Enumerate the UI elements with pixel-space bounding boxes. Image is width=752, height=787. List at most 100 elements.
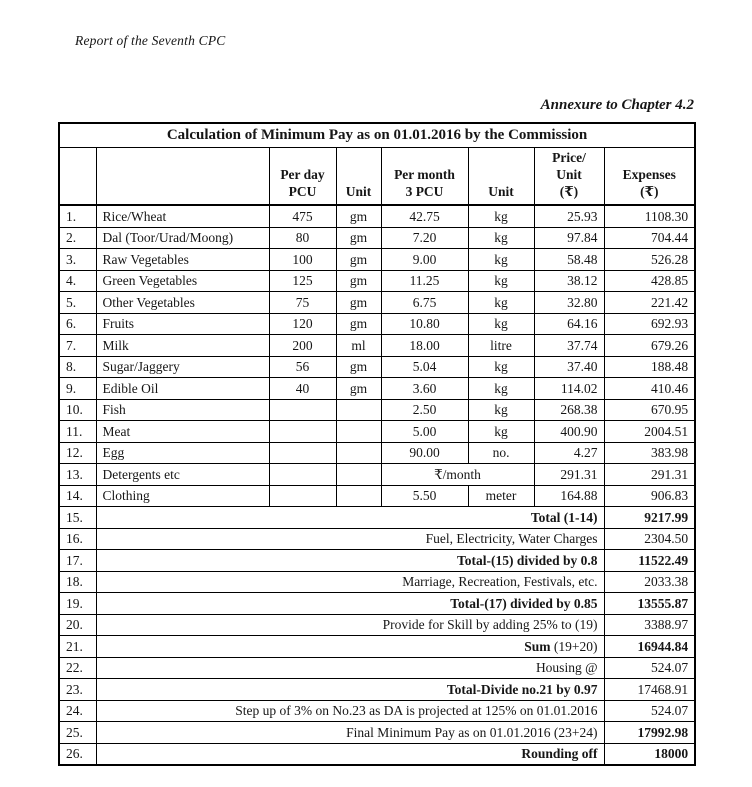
- serial-cell: 26.: [58, 742, 97, 766]
- per-month-cell: 10.80: [380, 312, 469, 335]
- summary-label-cell: Step up of 3% on No.23 as DA is projecte…: [95, 699, 605, 722]
- serial-cell: 18.: [58, 570, 97, 593]
- header-serial: [58, 147, 97, 206]
- table-row: 21. Sum (19+20) 16944.84: [58, 635, 696, 658]
- per-day-cell: [268, 420, 337, 443]
- expenses-cell: 526.28: [603, 248, 696, 271]
- price-cell: 400.90: [533, 420, 605, 443]
- summary-value-cell: 524.07: [603, 656, 696, 679]
- expenses-cell: 410.46: [603, 377, 696, 400]
- item-cell: Raw Vegetables: [95, 248, 270, 271]
- per-day-cell: 100: [268, 248, 337, 271]
- serial-cell: 6.: [58, 312, 97, 335]
- unit-cell: meter: [467, 484, 535, 507]
- item-cell: Clothing: [95, 484, 270, 507]
- serial-cell: 24.: [58, 699, 97, 722]
- serial-cell: 2.: [58, 226, 97, 249]
- price-cell: 291.31: [533, 463, 605, 486]
- price-cell: 37.40: [533, 355, 605, 378]
- expenses-cell: 704.44: [603, 226, 696, 249]
- unit-cell: gm: [335, 204, 382, 228]
- per-day-cell: 80: [268, 226, 337, 249]
- header-price-per-unit: Price/ Unit (₹): [533, 147, 605, 206]
- table-row: 2. Dal (Toor/Urad/Moong) 80 gm 7.20 kg 9…: [58, 226, 696, 249]
- per-day-cell: 40: [268, 377, 337, 400]
- unit-cell: kg: [467, 398, 535, 421]
- expenses-cell: 188.48: [603, 355, 696, 378]
- unit-cell: ml: [335, 334, 382, 357]
- table-row: 22. Housing @ 524.07: [58, 656, 696, 679]
- table-row: 6. Fruits 120 gm 10.80 kg 64.16 692.93: [58, 312, 696, 335]
- unit-cell: gm: [335, 355, 382, 378]
- per-day-cell: 120: [268, 312, 337, 335]
- summary-value-cell: 2304.50: [603, 527, 696, 550]
- price-cell: 64.16: [533, 312, 605, 335]
- price-cell: 114.02: [533, 377, 605, 400]
- table-header-row: Per day PCU Unit Per month 3 PCU Unit Pr…: [58, 147, 696, 206]
- serial-cell: 22.: [58, 656, 97, 679]
- price-cell: 58.48: [533, 248, 605, 271]
- unit-cell: gm: [335, 248, 382, 271]
- per-month-cell: 6.75: [380, 291, 469, 314]
- per-month-cell: 5.04: [380, 355, 469, 378]
- serial-cell: 1.: [58, 204, 97, 228]
- per-day-cell: 125: [268, 269, 337, 292]
- item-cell: Edible Oil: [95, 377, 270, 400]
- serial-cell: 15.: [58, 506, 97, 529]
- item-cell: Fruits: [95, 312, 270, 335]
- expenses-cell: 221.42: [603, 291, 696, 314]
- per-day-cell: 200: [268, 334, 337, 357]
- table-row: 26. Rounding off 18000: [58, 742, 696, 766]
- per-day-cell: 75: [268, 291, 337, 314]
- per-day-cell: [268, 398, 337, 421]
- table-row: 20. Provide for Skill by adding 25% to (…: [58, 613, 696, 636]
- table-row: 10. Fish 2.50 kg 268.38 670.95: [58, 398, 696, 421]
- table-row: 3. Raw Vegetables 100 gm 9.00 kg 58.48 5…: [58, 248, 696, 271]
- serial-cell: 5.: [58, 291, 97, 314]
- unit-cell: kg: [467, 204, 535, 228]
- unit-cell: gm: [335, 377, 382, 400]
- header-per-day-pcu: Per day PCU: [268, 147, 337, 206]
- price-cell: 4.27: [533, 441, 605, 464]
- expenses-cell: 692.93: [603, 312, 696, 335]
- per-month-cell: 2.50: [380, 398, 469, 421]
- table-row: 13. Detergents etc ₹/month 291.31 291.31: [58, 463, 696, 486]
- unit-cell: kg: [467, 248, 535, 271]
- summary-label-cell: Rounding off: [95, 742, 605, 766]
- table-row: 5. Other Vegetables 75 gm 6.75 kg 32.80 …: [58, 291, 696, 314]
- expenses-cell: 2004.51: [603, 420, 696, 443]
- serial-cell: 16.: [58, 527, 97, 550]
- header-unit-1: Unit: [335, 147, 382, 206]
- unit-cell: gm: [335, 291, 382, 314]
- serial-cell: 20.: [58, 613, 97, 636]
- annexure-label: Annexure to Chapter 4.2: [540, 97, 694, 113]
- unit-cell: gm: [335, 312, 382, 335]
- expenses-cell: 679.26: [603, 334, 696, 357]
- expenses-cell: 1108.30: [603, 204, 696, 228]
- summary-label-cell: Total (1-14): [95, 506, 605, 529]
- serial-cell: 8.: [58, 355, 97, 378]
- unit-cell: gm: [335, 226, 382, 249]
- per-day-cell: 475: [268, 204, 337, 228]
- summary-label-bold-part: Sum: [524, 638, 551, 654]
- table-row: 14. Clothing 5.50 meter 164.88 906.83: [58, 484, 696, 507]
- summary-value-cell: 524.07: [603, 699, 696, 722]
- serial-cell: 13.: [58, 463, 97, 486]
- serial-cell: 23.: [58, 678, 97, 701]
- summary-label-cell: Total-Divide no.21 by 0.97: [95, 678, 605, 701]
- serial-cell: 19.: [58, 592, 97, 615]
- per-day-cell: 56: [268, 355, 337, 378]
- unit-cell: kg: [467, 355, 535, 378]
- unit-cell: litre: [467, 334, 535, 357]
- table-row: 19. Total-(17) divided by 0.85 13555.87: [58, 592, 696, 615]
- summary-value-cell: 2033.38: [603, 570, 696, 593]
- per-month-cell: 18.00: [380, 334, 469, 357]
- item-cell: Sugar/Jaggery: [95, 355, 270, 378]
- header-per-month-3pcu: Per month 3 PCU: [380, 147, 469, 206]
- unit-cell: kg: [467, 269, 535, 292]
- summary-label-cell: Sum (19+20): [95, 635, 605, 658]
- serial-cell: 25.: [58, 721, 97, 744]
- table-row: 17. Total-(15) divided by 0.8 11522.49: [58, 549, 696, 572]
- header-expenses: Expenses (₹): [603, 147, 696, 206]
